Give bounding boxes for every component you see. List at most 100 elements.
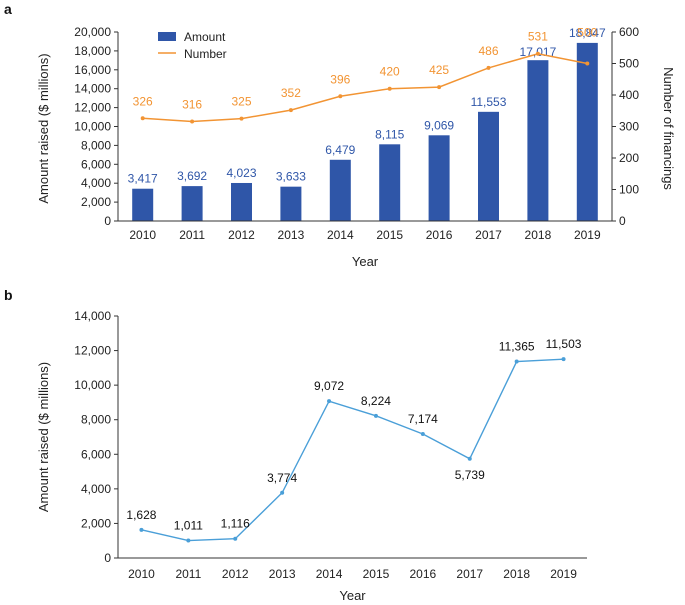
panel-b-chart: b 1,628 1,011 1,116 3,774 9,072 8,224 7,174 5,7… (4, 287, 587, 603)
right-tick-label: 100 (619, 183, 639, 197)
panel-a-x-tick-label: 2011 (179, 228, 205, 242)
number-label-2010: 326 (133, 94, 153, 108)
amount-label-2019: 18,847 (569, 26, 606, 40)
panel-b-x-tick-label: 2010 (128, 567, 155, 581)
panel-b-y-tick-label: 4,000 (81, 482, 111, 496)
amount-label-2016: 9,069 (424, 118, 454, 132)
amount-raised-point-2010 (139, 527, 144, 532)
panel-b-x-tick-label: 2016 (409, 567, 436, 581)
number-label-2012: 325 (231, 95, 251, 109)
panel-a-x-tick-label: 2014 (327, 228, 354, 242)
number-label-2015: 420 (380, 65, 400, 79)
number-point-2013 (288, 108, 293, 113)
number-label-2019: 500 (577, 26, 597, 40)
panel-b-x-tick-label: 2019 (550, 567, 577, 581)
panel-b-x-tick-label: 2014 (316, 567, 343, 581)
amount-raised-label-2016: 7,174 (408, 412, 438, 426)
number-point-2019 (585, 61, 590, 66)
panel-b-letter: b (4, 287, 13, 303)
amount-raised-label-2015: 8,224 (361, 394, 391, 408)
panel-a-x-tick-label: 2019 (574, 228, 601, 242)
right-tick-label: 400 (619, 88, 639, 102)
left-tick-label: 2,000 (81, 195, 111, 209)
amount-bar-2015 (379, 144, 401, 221)
number-point-2017 (486, 65, 491, 70)
panel-b-x-tick-label: 2017 (456, 567, 483, 581)
amount-bar-2012 (231, 182, 252, 221)
panel-a-left-axis-title: Amount raised ($ millions) (36, 53, 51, 203)
number-point-2016 (437, 85, 442, 90)
amount-raised-point-2014 (327, 399, 332, 404)
panel-b-x-tick-label: 2015 (363, 567, 390, 581)
number-point-2011 (190, 119, 195, 124)
amount-raised-point-2012 (233, 536, 238, 541)
panel-a-x-tick-label: 2017 (475, 228, 502, 242)
right-tick-label: 600 (619, 25, 639, 39)
amount-raised-label-2014: 9,072 (314, 379, 344, 393)
amount-raised-point-2011 (186, 538, 191, 543)
amount-bar-2018 (527, 60, 549, 222)
panel-a-x-tick-label: 2015 (376, 228, 403, 242)
left-tick-label: 6,000 (81, 157, 111, 171)
left-tick-label: 0 (104, 214, 111, 228)
amount-label-2010: 3,417 (128, 172, 158, 186)
panel-b-x-axis-title: Year (339, 588, 366, 603)
amount-raised-label-2017: 5,739 (455, 468, 485, 482)
panel-a-x-tick-label: 2010 (129, 228, 156, 242)
amount-raised-label-2018: 11,365 (499, 340, 535, 354)
panel-b-x-tick-label: 2013 (269, 567, 296, 581)
right-tick-label: 500 (619, 57, 639, 71)
amount-raised-label-2010: 1,628 (126, 508, 156, 522)
amount-label-2012: 4,023 (226, 166, 256, 180)
number-point-2018 (535, 51, 540, 56)
number-point-2010 (140, 116, 145, 121)
amount-raised-label-2013: 3,774 (267, 471, 297, 485)
number-point-2014 (338, 94, 343, 99)
legend-amount-label: Amount (184, 30, 226, 44)
amount-label-2014: 6,479 (325, 143, 355, 157)
number-label-2014: 396 (330, 72, 350, 86)
amount-bar-2019 (576, 42, 598, 222)
amount-raised-point-2015 (373, 413, 378, 418)
number-label-2018: 531 (528, 30, 548, 44)
amount-raised-point-2017 (467, 456, 472, 461)
panel-b-y-tick-label: 12,000 (74, 344, 111, 358)
left-tick-label: 12,000 (74, 101, 111, 115)
legend-number-label: Number (184, 47, 227, 61)
amount-label-2015: 8,115 (375, 127, 404, 141)
number-line (142, 52, 588, 123)
right-tick-label: 200 (619, 151, 639, 165)
left-tick-label: 14,000 (74, 82, 111, 96)
amount-bar-2016 (428, 135, 450, 221)
panel-a-right-axis-title: Number of financings (661, 67, 676, 190)
panel-a-x-tick-label: 2016 (426, 228, 453, 242)
amount-raised-label-2011: 1,011 (174, 519, 203, 533)
panel-b-y-tick-label: 0 (104, 551, 111, 565)
amount-label-2013: 3,633 (276, 170, 306, 184)
left-tick-label: 20,000 (74, 25, 111, 39)
panel-b-x-tick-label: 2018 (503, 567, 530, 581)
panel-a-x-tick-label: 2018 (525, 228, 552, 242)
amount-raised-point-2013 (280, 490, 285, 495)
panel-a-x-tick-label: 2013 (278, 228, 305, 242)
amount-raised-point-2016 (420, 431, 425, 436)
panel-b-y-tick-label: 8,000 (81, 413, 111, 427)
amount-raised-point-2018 (514, 359, 519, 364)
number-point-2015 (387, 86, 392, 91)
panel-b-x-tick-label: 2012 (222, 567, 249, 581)
left-tick-label: 16,000 (74, 63, 111, 77)
right-tick-label: 300 (619, 120, 639, 134)
panel-b-x-tick-label: 2011 (175, 567, 201, 581)
panel-b-y-tick-label: 2,000 (81, 516, 111, 530)
number-label-2011: 316 (182, 97, 202, 111)
panel-a-x-axis-title: Year (352, 254, 379, 269)
amount-label-2017: 11,553 (471, 95, 507, 109)
left-tick-label: 8,000 (81, 138, 111, 152)
panel-a-legend: Amount Number (158, 30, 227, 61)
panel-b-y-tick-label: 10,000 (74, 378, 111, 392)
legend-amount-swatch (158, 32, 176, 41)
amount-raised-line (141, 358, 564, 542)
amount-label-2011: 3,692 (177, 169, 207, 183)
number-label-2013: 352 (281, 86, 301, 100)
number-point-2012 (239, 116, 244, 121)
